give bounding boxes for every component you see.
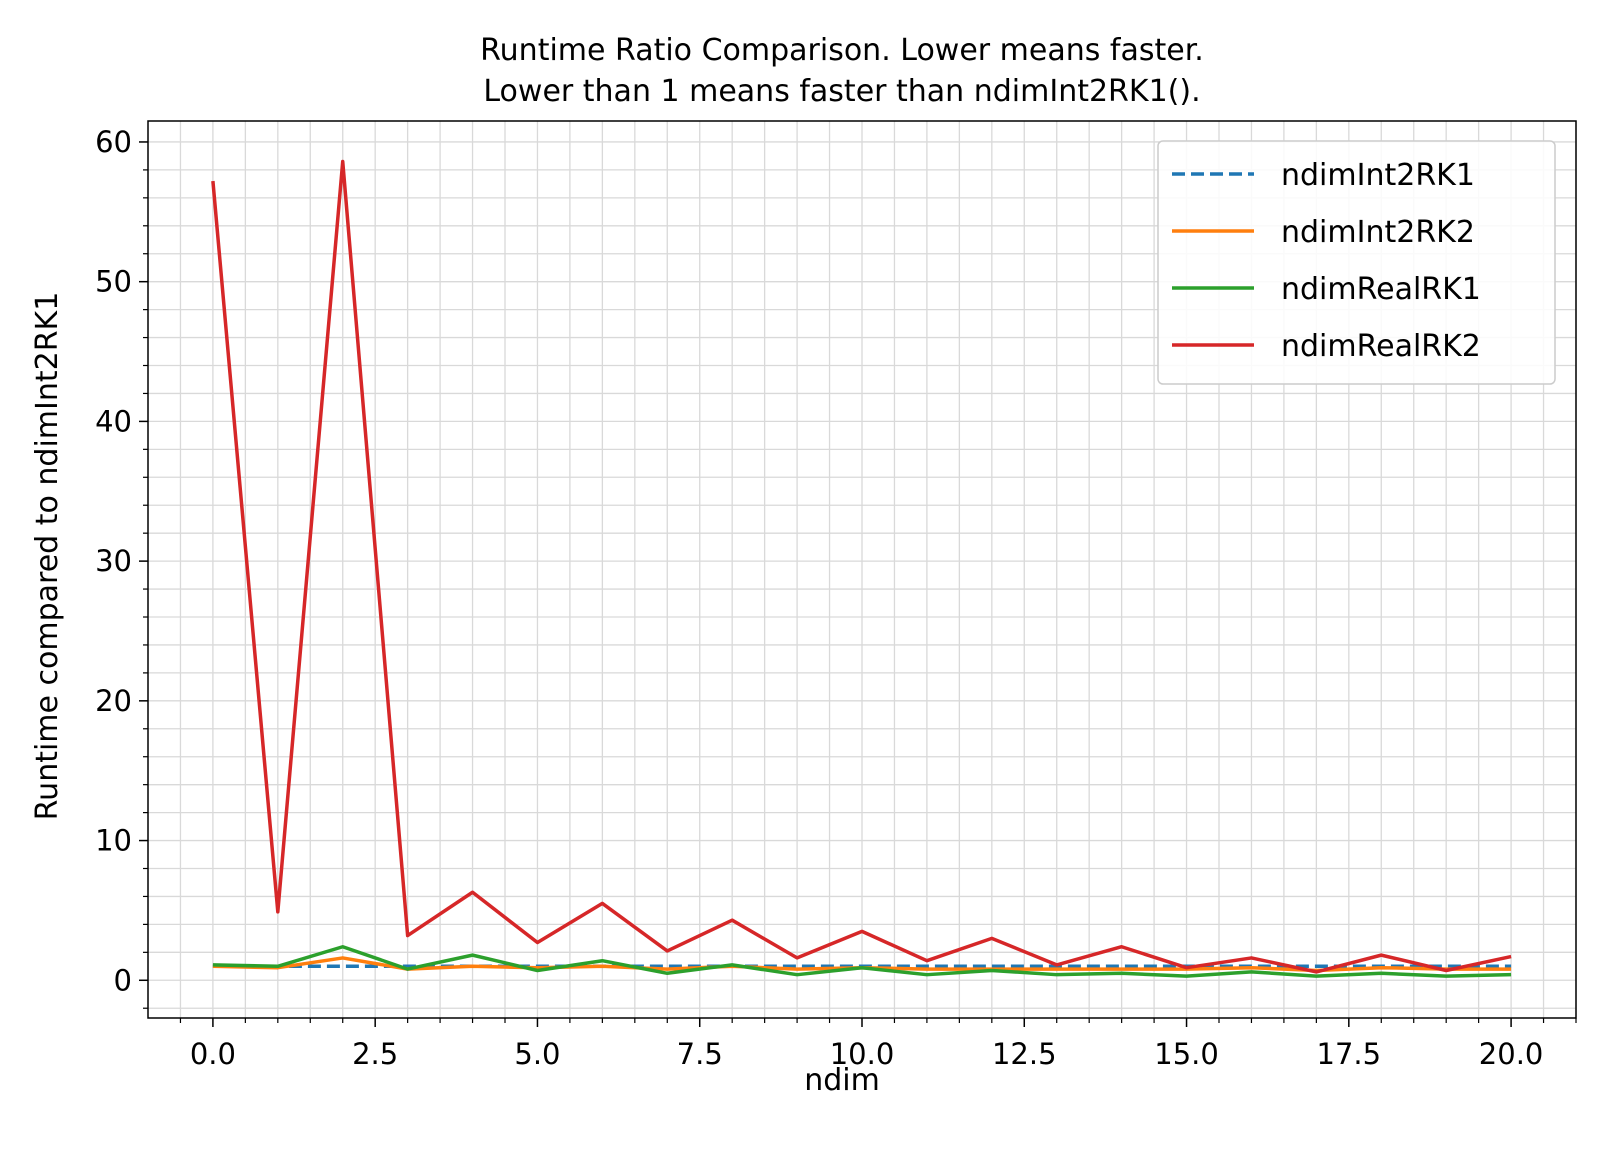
series-line-ndimRealRK2 [211, 159, 1512, 974]
legend-label: ndimInt2RK1 [1281, 158, 1475, 193]
x-tick-label: 5.0 [514, 1037, 560, 1071]
x-tick-label: 7.5 [677, 1037, 723, 1071]
y-tick-label: 60 [95, 125, 132, 159]
x-tick-label: 2.5 [352, 1037, 398, 1071]
x-tick-label: 12.5 [992, 1037, 1057, 1071]
y-tick-label: 0 [114, 963, 132, 997]
series-line-ndimRealRK1 [212, 944, 1512, 978]
legend: ndimInt2RK1 ndimInt2RK2 ndimRealRK1 ndimRea… [1157, 140, 1556, 385]
x-tick-label: 17.5 [1317, 1037, 1382, 1071]
axis-ticks: 0.0 2.5 5.0 7.5 10.0 12.5 15.0 17.5 20.0 0 10 20 30 4… [95, 125, 1577, 1071]
legend-label: ndimInt2RK2 [1281, 215, 1475, 250]
grid [148, 121, 1577, 1018]
legend-label: ndimRealRK1 [1281, 272, 1481, 307]
x-tick-label: 20.0 [1479, 1037, 1544, 1071]
legend-box [1157, 140, 1556, 385]
y-tick-label: 20 [95, 684, 132, 718]
y-tick-label: 10 [95, 824, 132, 858]
x-tick-label: 10.0 [830, 1037, 895, 1071]
chart-title: Runtime Ratio Comparison. Lower means fa… [480, 33, 1204, 68]
chart-subtitle: Lower than 1 means faster than ndimInt2R… [483, 74, 1200, 109]
x-tick-label: 0.0 [190, 1037, 236, 1071]
y-tick-label: 50 [95, 265, 132, 299]
y-tick-label: 40 [95, 404, 132, 438]
legend-label: ndimRealRK2 [1281, 329, 1481, 364]
x-axis-label: ndim [804, 1063, 880, 1098]
y-axis-label: Runtime compared to ndimInt2RK1 [30, 292, 65, 821]
series-lines [211, 159, 1512, 978]
x-tick-label: 15.0 [1154, 1037, 1219, 1071]
y-tick-label: 30 [95, 544, 132, 578]
